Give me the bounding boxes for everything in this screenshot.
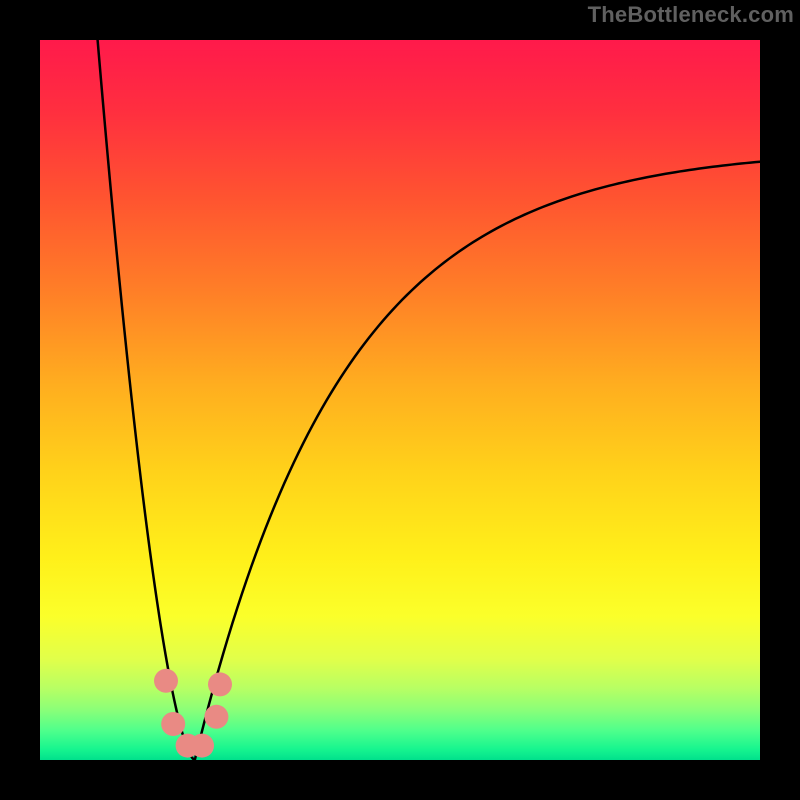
data-marker	[204, 705, 228, 729]
data-marker	[190, 734, 214, 758]
watermark-text: TheBottleneck.com	[588, 2, 794, 28]
data-marker	[161, 712, 185, 736]
bottleneck-chart	[40, 40, 760, 760]
data-marker	[208, 672, 232, 696]
data-marker	[154, 669, 178, 693]
gradient-background	[40, 40, 760, 760]
